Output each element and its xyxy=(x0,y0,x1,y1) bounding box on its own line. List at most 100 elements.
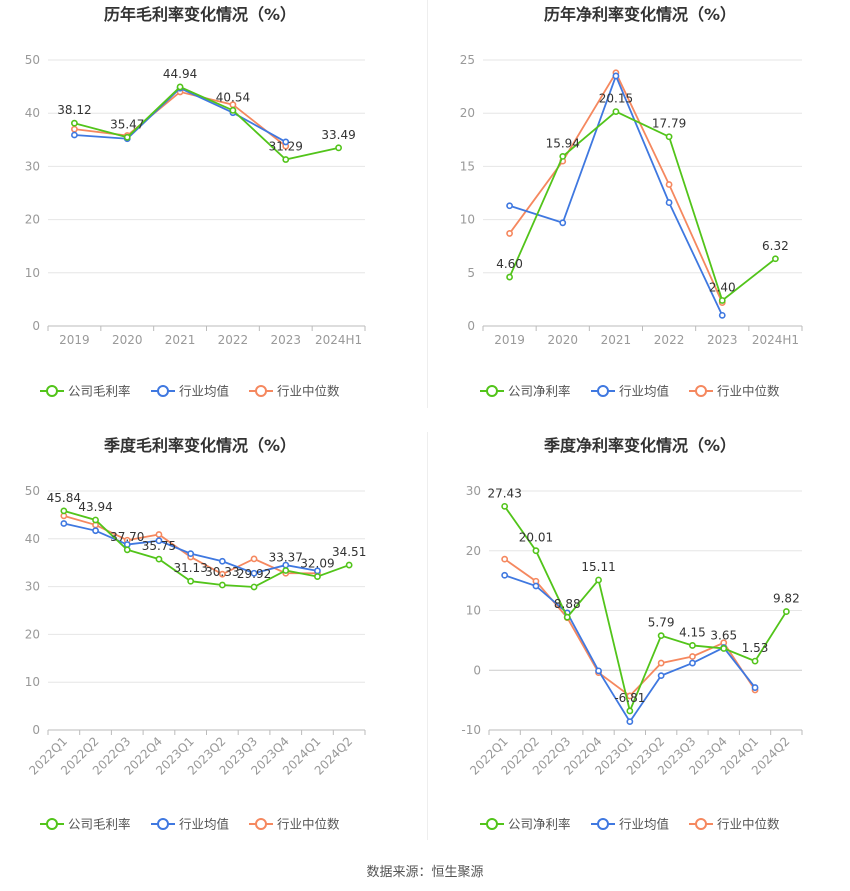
x-tick-label: 2024H1 xyxy=(315,333,362,347)
y-tick-label: 0 xyxy=(32,723,40,737)
data-point-company xyxy=(612,108,620,116)
data-label: 43.94 xyxy=(78,500,112,514)
legend-label-avg: 行业均值 xyxy=(619,384,669,399)
data-point-avg xyxy=(718,311,726,319)
data-point-avg xyxy=(506,202,513,210)
data-point-median xyxy=(250,555,258,563)
data-point-company xyxy=(60,507,68,515)
data-point-company xyxy=(782,608,790,615)
data-point-median xyxy=(71,125,78,133)
y-tick-label: 10 xyxy=(460,213,475,227)
data-label: 20.15 xyxy=(599,92,633,106)
panel-divider-top xyxy=(427,0,428,408)
chart-panel-4: 季度净利率变化情况（%）-1001020302022Q12022Q22022Q3… xyxy=(461,436,803,832)
data-label: 20.01 xyxy=(519,531,553,545)
data-label: 32.09 xyxy=(300,557,334,571)
y-tick-label: 10 xyxy=(25,266,40,280)
source-note: 数据来源：恒生聚源 xyxy=(366,865,484,880)
data-point-avg xyxy=(626,718,634,726)
data-point-avg xyxy=(595,667,602,675)
legend-label-company: 公司净利率 xyxy=(508,384,571,399)
data-point-avg xyxy=(665,199,673,206)
data-label: 6.32 xyxy=(762,239,789,253)
data-point-avg xyxy=(92,527,99,535)
data-label: 35.75 xyxy=(142,539,176,553)
data-point-company xyxy=(772,255,779,263)
data-point-median xyxy=(665,181,673,188)
data-point-company xyxy=(92,516,99,524)
y-tick-label: 30 xyxy=(466,484,481,498)
data-point-company xyxy=(123,546,131,554)
data-point-median xyxy=(155,531,163,538)
x-tick-label: 2024H1 xyxy=(752,333,799,347)
legend-marker-median xyxy=(695,818,707,830)
data-label: 4.60 xyxy=(496,257,523,271)
y-tick-label: 10 xyxy=(466,604,481,618)
y-tick-label: 20 xyxy=(25,627,40,641)
y-tick-label: 25 xyxy=(460,53,475,67)
legend: 公司净利率 行业均值 行业中位数 xyxy=(480,384,780,399)
x-tick-label: 2021 xyxy=(165,333,196,347)
legend-label-avg: 行业均值 xyxy=(179,384,229,399)
legend-label-median: 行业中位数 xyxy=(717,384,780,399)
series-line-company xyxy=(503,505,788,714)
series-line-company xyxy=(63,510,350,588)
data-label: 17.79 xyxy=(652,117,686,131)
data-label: 31.13 xyxy=(173,561,207,575)
legend-marker-company xyxy=(46,818,58,830)
data-point-company xyxy=(657,632,665,640)
chart-title: 历年毛利率变化情况（%） xyxy=(104,5,296,24)
data-point-median xyxy=(689,653,696,660)
data-point-avg xyxy=(71,131,78,139)
data-label: 15.94 xyxy=(546,136,580,150)
data-point-avg xyxy=(501,571,509,579)
legend-marker-avg xyxy=(597,385,609,397)
chart-title: 历年净利率变化情况（%） xyxy=(544,5,736,24)
x-tick-label: 2019 xyxy=(494,333,525,347)
legend-label-company: 公司毛利率 xyxy=(68,384,131,399)
data-label: 33.49 xyxy=(321,128,355,142)
data-label: 40.54 xyxy=(216,90,250,104)
data-label: 38.12 xyxy=(57,103,91,117)
legend-label-avg: 行业均值 xyxy=(179,817,229,832)
chart-title: 季度净利率变化情况（%） xyxy=(543,436,736,455)
data-point-company xyxy=(335,144,342,152)
legend-label-company: 公司毛利率 xyxy=(68,817,131,832)
y-tick-label: 40 xyxy=(25,532,40,546)
legend-label-median: 行业中位数 xyxy=(277,384,340,399)
data-point-company xyxy=(71,119,78,127)
data-label: 33.37 xyxy=(269,550,303,564)
series-line-company xyxy=(74,85,339,161)
legend: 公司毛利率 行业均值 行业中位数 xyxy=(40,384,340,399)
data-label: 2.40 xyxy=(709,280,736,294)
data-label: 9.82 xyxy=(773,592,800,606)
data-point-company xyxy=(314,573,321,581)
y-tick-label: -10 xyxy=(461,723,481,737)
y-tick-label: 0 xyxy=(473,663,481,677)
data-point-company xyxy=(123,133,131,141)
data-point-avg xyxy=(187,550,195,558)
data-point-company xyxy=(626,707,634,715)
data-point-company xyxy=(720,645,728,652)
data-point-company xyxy=(187,577,195,585)
data-point-company xyxy=(282,156,290,163)
data-point-avg xyxy=(532,582,540,590)
data-point-company xyxy=(155,555,163,563)
data-label: 35.47 xyxy=(110,117,144,131)
x-tick-label: 2023 xyxy=(707,333,738,347)
legend-label-company: 公司净利率 xyxy=(508,817,571,832)
y-tick-label: 10 xyxy=(25,675,40,689)
y-tick-label: 30 xyxy=(25,580,40,594)
x-tick-label: 2020 xyxy=(547,333,578,347)
data-label: 1.53 xyxy=(742,641,769,655)
data-point-avg xyxy=(657,672,665,680)
data-point-median xyxy=(657,659,665,667)
y-tick-label: 5 xyxy=(467,266,475,280)
legend-marker-company xyxy=(46,385,58,397)
legend-marker-avg xyxy=(597,818,609,830)
chart-panel-2: 历年净利率变化情况（%） 0 5 10 15 20 25 2019 2020 2021 2022 20… xyxy=(460,5,803,399)
data-point-company xyxy=(689,642,696,649)
data-label: 27.43 xyxy=(487,486,521,500)
x-tick-label: 2019 xyxy=(59,333,90,347)
